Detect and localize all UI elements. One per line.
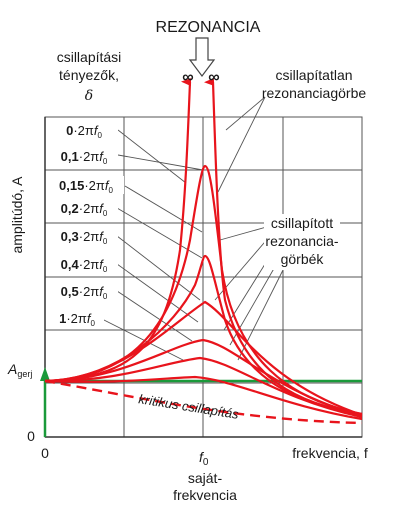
y-axis-label: amplitúdó, A <box>9 176 25 254</box>
leader-line-02 <box>116 207 203 259</box>
critical-damping-label: kritikus csillapítás <box>138 391 241 422</box>
excitation-amplitude-label: Agerj <box>7 361 32 379</box>
coefficient-labels: 0·2πf0 0,1·2πf0 0,15·2πf0 0,2·2πf0 0,3·2… <box>48 121 124 328</box>
leader-line-1 <box>99 317 184 361</box>
coefficient-04: 0,4·2πf0 <box>61 257 108 274</box>
undamped-label-line2: rezonanciagörbe <box>262 85 367 101</box>
coef-bg-01 <box>50 147 118 165</box>
curve-damped-03 <box>44 300 363 417</box>
leader-line-04 <box>116 263 199 323</box>
resonance-arrow-icon <box>188 37 216 77</box>
coef-bg-03 <box>50 227 118 245</box>
origin-y-label: 0 <box>27 428 35 444</box>
damping-label-line1: csillapítási <box>57 49 122 65</box>
leader-undamped-2 <box>217 96 266 193</box>
leader-damped-4 <box>229 257 281 346</box>
natural-frequency-line1: saját- <box>188 470 223 486</box>
curve-damped-015 <box>44 164 363 416</box>
diagram-title: REZONANCIA <box>156 19 261 36</box>
damped-label-line2: rezonancia- <box>265 233 338 249</box>
leader-damped-5 <box>237 265 286 361</box>
coefficient-015: 0,15·2πf0 <box>59 178 113 195</box>
leader-undamped-1 <box>225 96 266 131</box>
curve-damped-02 <box>44 254 363 417</box>
infinity-right: ∞ <box>208 69 219 86</box>
coef-bg-02 <box>50 199 118 217</box>
origin-x-label: 0 <box>41 445 49 461</box>
curve-damped-1 <box>44 375 363 421</box>
curve-undamped-left <box>44 78 192 383</box>
leader-line-01 <box>117 154 204 171</box>
resonance-curves <box>44 77 363 421</box>
leader-line-015 <box>124 185 203 233</box>
damped-label-line3: görbék <box>281 251 325 267</box>
coefficient-01: 0,1·2πf0 <box>61 149 108 166</box>
damped-label-line1: csillapított <box>271 215 333 231</box>
undamped-label-line1: csillapítatlan <box>275 67 352 83</box>
coefficient-05: 0,5·2πf0 <box>61 284 108 301</box>
leader-line-05 <box>116 290 193 342</box>
leader-damped-1 <box>219 225 271 241</box>
coef-bg-05 <box>50 282 118 300</box>
x-axis-label: frekvencia, f <box>292 445 368 461</box>
infinity-left: ∞ <box>182 69 193 86</box>
coefficient-1: 1·2πf0 <box>59 311 95 328</box>
damped-label-bg <box>264 214 340 270</box>
coef-bg-0 <box>50 121 118 139</box>
coefficient-03: 0,3·2πf0 <box>61 229 108 246</box>
leader-lines <box>99 96 286 361</box>
damping-symbol: δ <box>85 88 93 104</box>
excitation-arrow <box>40 367 50 381</box>
curve-critical-damping <box>44 379 363 425</box>
curve-damped-05 <box>44 356 363 419</box>
leader-line-0 <box>117 129 187 184</box>
damping-label-line2: tényezők, <box>59 67 119 83</box>
coefficient-0: 0·2πf0 <box>66 123 102 140</box>
natural-frequency-line2: frekvencia <box>173 487 237 503</box>
f0-label: f0 <box>199 449 209 468</box>
leader-line-03 <box>116 235 201 301</box>
coef-bg-04 <box>50 255 118 273</box>
curve-damped-04 <box>44 338 363 418</box>
coef-bg-015 <box>48 176 124 194</box>
coefficient-02: 0,2·2πf0 <box>61 201 108 218</box>
coef-bg-1 <box>50 309 104 327</box>
